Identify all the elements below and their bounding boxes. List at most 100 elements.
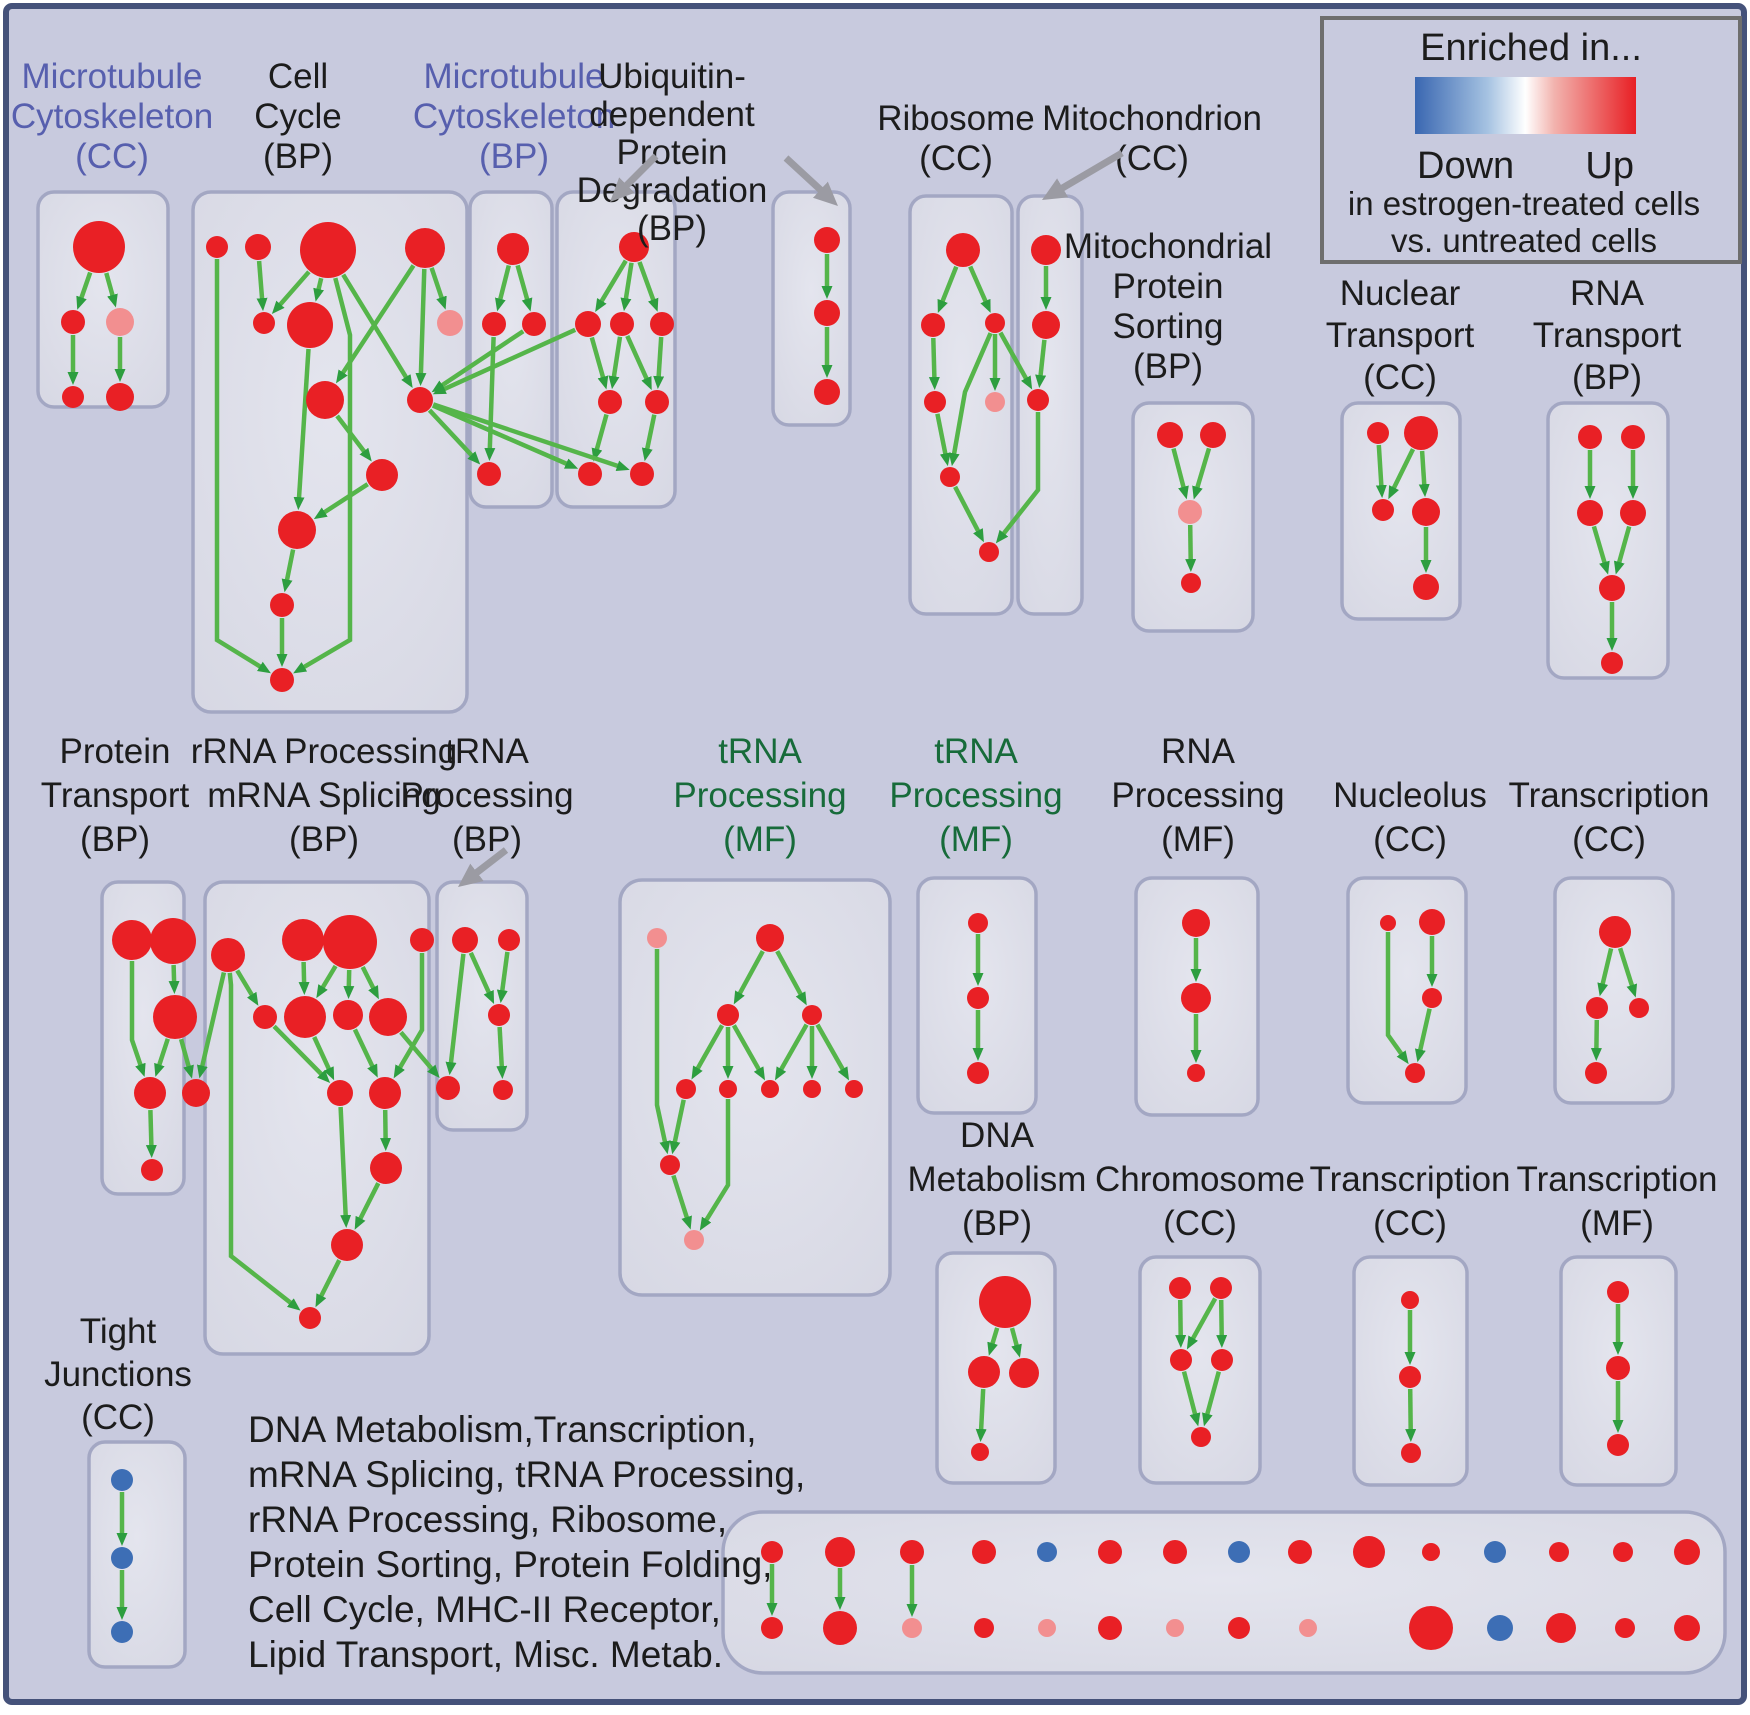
go-term-node-pink [1038, 1619, 1056, 1637]
enrichment-edge [168, 964, 180, 994]
enrichment-edge [293, 277, 353, 674]
enrichment-edge [495, 264, 511, 312]
go-term-node-red [823, 1611, 857, 1645]
ubiquitin-pointer-left-arrow-icon [609, 153, 659, 202]
enrichment-cross-edge [399, 1030, 440, 1079]
go-term-node-red [150, 918, 196, 964]
cluster-label-cell-cycle-bp: (BP) [263, 137, 333, 176]
cluster-label-dna-metabolism-bp: Metabolism [908, 1160, 1087, 1199]
cluster-label-rna-processing-mf: (MF) [1161, 820, 1235, 859]
go-term-node-pink [985, 392, 1005, 412]
text-layer: MicrotubuleCytoskeleton(CC)CellCycle(BP)… [11, 57, 1718, 1675]
enrichment-edge [360, 965, 379, 1000]
box-tight-junctions-cc [87, 1440, 187, 1669]
enrichment-edge [445, 953, 466, 1076]
go-term-node-red [814, 379, 840, 405]
go-term-node-pink [1299, 1619, 1317, 1637]
enrichment-edge [313, 482, 369, 520]
cluster-label-chromosome-cc: (CC) [1163, 1204, 1237, 1243]
legend-title: Enriched in... [1420, 27, 1642, 69]
go-term-node-red [206, 236, 228, 258]
go-term-node-red [676, 1079, 696, 1099]
go-term-node-red [1621, 425, 1645, 449]
enrichment-edge [227, 972, 301, 1311]
go-term-node-red [299, 1307, 321, 1329]
cluster-label-nucleolus-cc: Nucleolus [1333, 776, 1487, 815]
cluster-label-rna-processing-mf: RNA [1161, 732, 1236, 771]
go-term-node-blue [111, 1469, 133, 1491]
cluster-label-mitochondrial-protein-sorting-bp: Protein [1113, 267, 1224, 306]
enrichment-edge [352, 1028, 378, 1078]
go-term-node-red [1620, 500, 1646, 526]
go-term-node-red [940, 467, 960, 487]
go-term-node-blue [1484, 1541, 1506, 1563]
go-term-node-red [1353, 1536, 1385, 1568]
enrichment-edge [733, 950, 765, 1005]
enrichment-edge [591, 413, 609, 462]
go-term-node-red [410, 928, 434, 952]
box-trna-processing-mf-large [618, 878, 892, 1297]
cluster-label-transcription-cc: Transcription [1509, 776, 1710, 815]
go-term-node-red [924, 391, 946, 413]
go-term-node-red [1674, 1615, 1700, 1641]
go-term-node-red [141, 1159, 163, 1181]
annotation-text-line: Cell Cycle, MHC-II Receptor, [248, 1589, 721, 1630]
go-term-node-red [333, 1000, 363, 1030]
go-term-node-red [717, 1004, 739, 1026]
box-transcription-cc [1553, 876, 1675, 1105]
go-term-node-pink [1166, 1619, 1184, 1637]
go-term-node-red [62, 386, 84, 408]
annotation-text-line: DNA Metabolism,Transcription, [248, 1409, 757, 1450]
enrichment-edge [641, 414, 657, 462]
enrichment-edge [987, 1327, 1000, 1356]
enrichment-edge [154, 1038, 170, 1077]
go-term-node-red [1599, 575, 1625, 601]
go-term-node-red [967, 1062, 989, 1084]
go-term-node-red [331, 1229, 363, 1261]
enrichment-edge [235, 969, 259, 1006]
enrichment-edge [595, 259, 628, 313]
go-term-node-blue [1487, 1615, 1513, 1641]
go-term-node-red [575, 311, 601, 337]
enrichment-edge [298, 961, 310, 995]
cluster-label-nuclear-transport-cc: Transport [1326, 316, 1475, 355]
cluster-label-rna-processing-mf: Processing [1111, 776, 1284, 815]
enrichment-edge [315, 1259, 342, 1308]
enrichment-edge [256, 260, 268, 312]
go-term-node-red [1404, 416, 1438, 450]
go-term-node-red [497, 233, 529, 265]
enrichment-edge [271, 270, 311, 315]
enrichment-edge [1192, 447, 1212, 500]
go-term-node-red [985, 313, 1005, 333]
go-term-node-red [73, 221, 125, 273]
go-term-node-red [1586, 997, 1608, 1019]
go-term-node-red [1027, 389, 1049, 411]
go-term-node-red [1187, 1064, 1205, 1082]
go-term-node-pink [106, 308, 134, 336]
go-term-node-red [323, 915, 377, 969]
enrichment-edge [178, 1038, 194, 1079]
enrichment-edge [354, 1182, 381, 1230]
ubiquitin-pointer-right-arrow-icon [783, 155, 839, 206]
enrichment-edge [1388, 448, 1416, 500]
go-term-node-red [1032, 311, 1060, 339]
go-term-node-red [493, 1080, 513, 1100]
go-term-node-red [1599, 916, 1631, 948]
enrichment-edge [637, 261, 659, 312]
go-term-node-red [1181, 983, 1211, 1013]
cluster-label-microtubule-cytoskeleton-cc: Cytoskeleton [11, 97, 213, 136]
enrichment-edge [1175, 1299, 1187, 1348]
cluster-label-ubiquitin-degradation-bp: (BP) [637, 209, 707, 248]
enrichment-edge [76, 271, 93, 310]
go-term-node-red [1170, 1349, 1192, 1371]
go-term-node-red [61, 310, 85, 334]
enrichment-edge [316, 964, 338, 999]
go-term-node-red [1163, 1540, 1187, 1564]
enrichment-edge [496, 1026, 508, 1079]
cluster-label-transcription-cc-2: Transcription [1310, 1160, 1511, 1199]
cluster-label-rna-transport-bp: Transport [1533, 316, 1682, 355]
enrichment-edge [928, 337, 940, 390]
trna-bp-pointer-arrow-icon [458, 847, 509, 888]
go-term-node-red [1157, 422, 1183, 448]
go-term-node-red [1181, 573, 1201, 593]
